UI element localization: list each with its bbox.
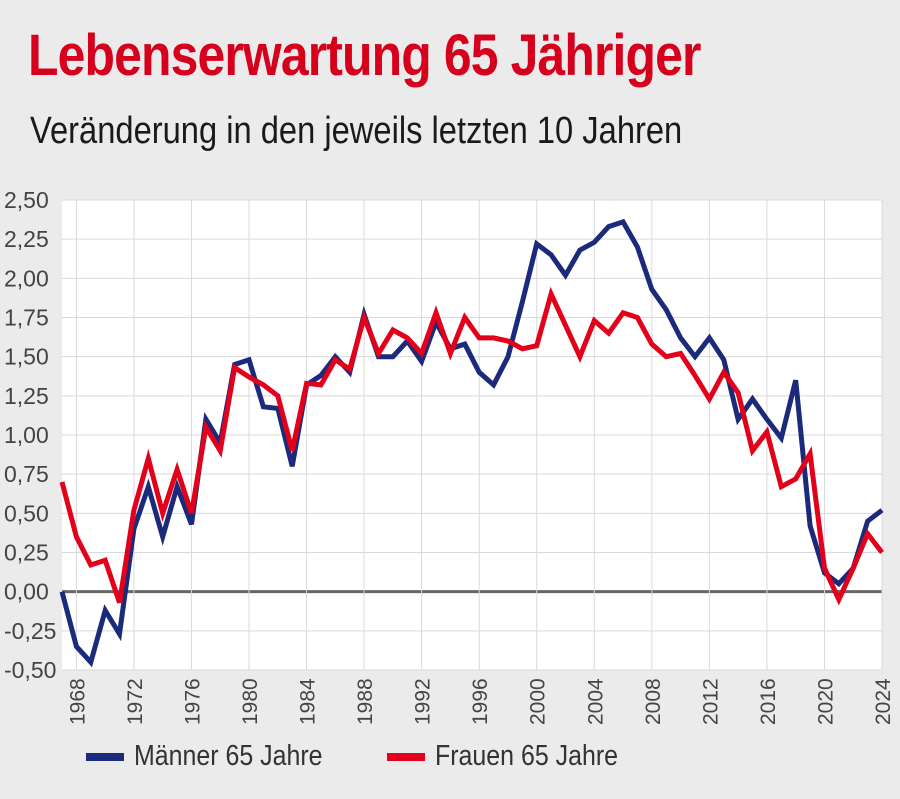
x-tick-label: 2024 — [872, 678, 895, 725]
x-tick-label: 1972 — [124, 678, 147, 725]
legend-swatch-maenner — [86, 752, 124, 761]
x-axis-tick-labels: 1968 1972 1976 1980 1984 1988 1992 1996 2000 2004… — [66, 678, 895, 725]
x-tick-label: 1996 — [469, 678, 492, 725]
x-tick-label: 2004 — [584, 678, 607, 725]
x-tick-label: 1988 — [354, 678, 377, 725]
y-tick-label: 1,50 — [4, 344, 49, 370]
legend-item-frauen: Frauen 65 Jahre — [387, 740, 648, 773]
legend-swatch-frauen — [387, 752, 426, 761]
y-tick-label: 2,00 — [4, 265, 49, 291]
y-tick-label: -0,25 — [4, 618, 56, 644]
legend-item-maenner: Männer 65 Jahre — [86, 740, 353, 773]
legend-label-maenner: Männer 65 Jahre — [134, 740, 323, 772]
y-tick-label: 0,75 — [4, 461, 49, 487]
page-subtitle: Veränderung in den jeweils letzten 10 Ja… — [30, 110, 683, 152]
y-tick-label: 0,25 — [4, 540, 49, 566]
series-lines — [59, 218, 884, 668]
page-title: Lebenserwartung 65 Jähriger — [28, 23, 701, 88]
series-line-frauen — [59, 286, 884, 606]
x-tick-label: 1980 — [239, 678, 262, 725]
x-tick-label: 1992 — [412, 678, 435, 725]
y-tick-label: 2,50 — [4, 187, 49, 213]
x-tick-label: 1968 — [66, 678, 89, 725]
y-tick-label: 1,75 — [4, 305, 49, 331]
y-axis-tick-labels: 2,50 2,25 2,00 1,75 1,50 1,25 1,00 0,75 0,50 0,25… — [4, 187, 56, 683]
y-tick-label: 2,25 — [4, 226, 49, 252]
x-tick-label: 2020 — [814, 678, 837, 725]
y-tick-label: 0,00 — [4, 579, 49, 605]
legend: Männer 65 Jahre Frauen 65 Jahre — [86, 740, 682, 773]
legend-label-frauen: Frauen 65 Jahre — [435, 740, 619, 772]
x-tick-label: 1984 — [297, 678, 320, 725]
y-tick-label: 1,25 — [4, 383, 49, 409]
x-tick-label: 2012 — [699, 678, 722, 725]
y-tick-label: 1,00 — [4, 422, 49, 448]
x-tick-label: 2008 — [642, 678, 665, 725]
x-tick-label: 2016 — [757, 678, 780, 725]
x-tick-label: 1976 — [181, 678, 204, 725]
x-tick-label: 2000 — [527, 678, 550, 725]
y-tick-label: -0,50 — [4, 657, 56, 683]
y-tick-label: 0,50 — [4, 500, 49, 526]
